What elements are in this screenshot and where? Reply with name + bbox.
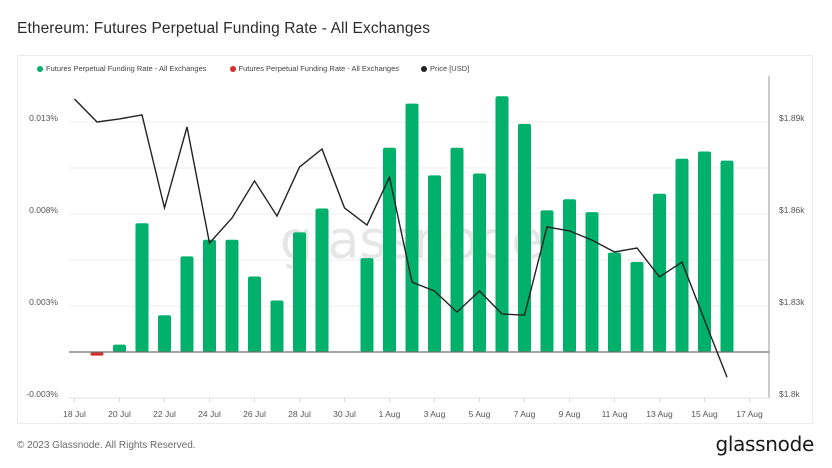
y-left-tick-label: 0.003% [29, 297, 58, 307]
y-right-tick-label: $1.83k [779, 297, 805, 307]
bar-positive[interactable] [585, 212, 599, 352]
legend-dot-icon [37, 65, 43, 72]
bar-positive[interactable] [653, 193, 666, 352]
bar-positive[interactable] [383, 147, 396, 352]
glassnode-logo: glassnode [715, 432, 814, 456]
legend-label: Futures Perpetual Funding Rate - All Exc… [46, 64, 207, 73]
x-tick-label: 28 Jul [288, 409, 311, 419]
x-tick-label: 30 Jul [333, 409, 356, 419]
bar-positive[interactable] [518, 123, 531, 352]
y-axis-right-labels: $1.89k $1.86k $1.83k $1.8k [779, 113, 805, 399]
bar-positive[interactable] [675, 158, 689, 352]
bar-positive[interactable] [158, 315, 171, 352]
x-tick-label: 1 Aug [379, 409, 401, 419]
x-tick-label: 7 Aug [514, 409, 536, 419]
x-tick-label: 15 Aug [691, 409, 718, 419]
legend-dot-icon [229, 65, 236, 72]
y-axis-left-labels: 0.013% 0.008% 0.003% -0.003% [26, 113, 58, 399]
legend-item-price[interactable]: Price [USD] [421, 64, 469, 73]
bar-positive[interactable] [203, 239, 216, 352]
x-tick-label: 3 Aug [424, 409, 446, 419]
bar-negative[interactable] [90, 352, 104, 356]
bar-positive[interactable] [428, 175, 441, 352]
legend-item-funding-negative[interactable]: Futures Perpetual Funding Rate - All Exc… [229, 64, 400, 73]
bar-positive[interactable] [135, 223, 149, 352]
axes [69, 76, 770, 399]
bar-positive[interactable] [293, 232, 306, 352]
x-tick-label: 9 Aug [559, 409, 581, 419]
y-left-tick-label: 0.013% [29, 113, 58, 123]
x-tick-label: 18 Jul [63, 409, 86, 419]
y-right-tick-label: $1.8k [779, 389, 801, 399]
bar-positive[interactable] [473, 173, 486, 352]
bar-positive[interactable] [270, 300, 284, 352]
legend: Futures Perpetual Funding Rate - All Exc… [37, 64, 469, 73]
legend-item-funding-positive[interactable]: Futures Perpetual Funding Rate - All Exc… [37, 64, 207, 73]
bar-positive[interactable] [450, 147, 464, 352]
bar-positive[interactable] [360, 258, 374, 352]
y-left-tick-label: -0.003% [26, 389, 58, 399]
bar-series [90, 96, 734, 356]
bar-positive[interactable] [405, 103, 419, 352]
chart-panel [17, 55, 813, 424]
bar-positive[interactable] [720, 160, 734, 352]
bar-positive[interactable] [540, 210, 554, 352]
copyright-text: © 2023 Glassnode. All Rights Reserved. [17, 440, 196, 451]
bar-positive[interactable] [315, 208, 329, 352]
legend-label: Futures Perpetual Funding Rate - All Exc… [238, 64, 400, 73]
bar-positive[interactable] [113, 344, 126, 352]
bar-positive[interactable] [630, 261, 644, 352]
x-axis-labels: 18 Jul 20 Jul 22 Jul 24 Jul 26 Jul 28 Jul 30 J… [63, 398, 763, 419]
price-series [73, 98, 728, 378]
bar-positive[interactable] [608, 252, 621, 352]
x-tick-label: 13 Aug [646, 409, 673, 419]
x-tick-label: 22 Jul [153, 409, 176, 419]
y-left-tick-label: 0.008% [29, 205, 58, 215]
x-tick-label: 24 Jul [198, 409, 221, 419]
x-tick-label: 20 Jul [108, 409, 131, 419]
x-tick-label: 17 Aug [736, 409, 763, 419]
bar-positive[interactable] [563, 199, 576, 352]
x-tick-label: 11 Aug [602, 409, 628, 419]
y-right-tick-label: $1.89k [779, 113, 805, 123]
bar-positive[interactable] [698, 151, 711, 352]
bar-positive[interactable] [180, 256, 194, 352]
y-right-tick-label: $1.86k [779, 205, 805, 215]
x-tick-label: 26 Jul [243, 409, 266, 419]
x-tick-label: 5 Aug [469, 409, 491, 419]
bar-positive[interactable] [225, 239, 239, 352]
legend-label: Price [USD] [430, 64, 470, 73]
bar-positive[interactable] [248, 276, 261, 352]
legend-dot-icon [421, 65, 428, 72]
chart-title: Ethereum: Futures Perpetual Funding Rate… [17, 20, 431, 37]
price-line [73, 98, 728, 378]
bar-positive[interactable] [495, 96, 509, 353]
